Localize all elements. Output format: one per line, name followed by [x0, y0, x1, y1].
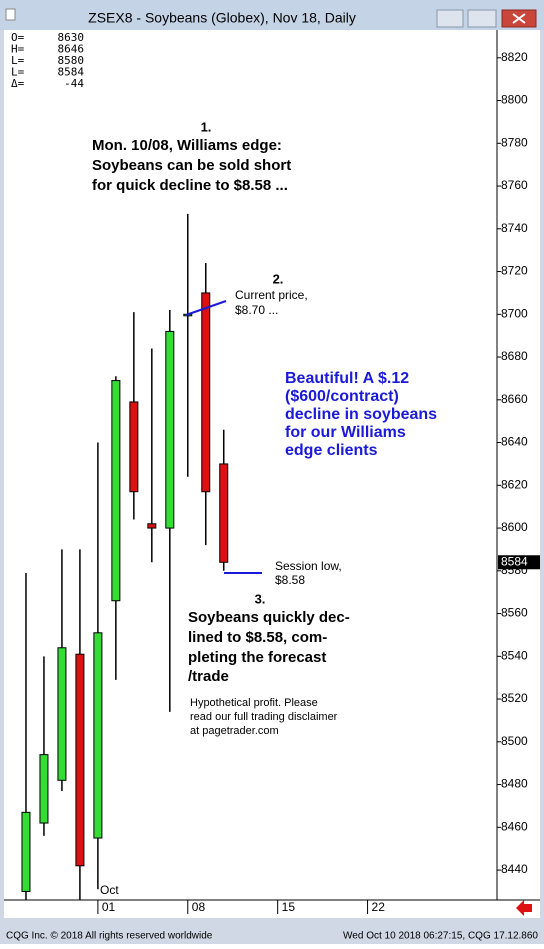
info-key: L=	[11, 54, 25, 67]
y-tick-label: 8700	[501, 306, 528, 320]
annotation-text: lined to $8.58, com-	[188, 629, 327, 646]
annotation-text: $8.58	[275, 573, 305, 587]
annotation-text: Soybeans can be sold short	[92, 157, 291, 174]
y-tick-label: 8480	[501, 777, 528, 791]
y-tick-label: 8740	[501, 221, 528, 235]
info-key: Δ=	[11, 77, 25, 90]
annotation-text: /trade	[188, 668, 229, 685]
info-key: L=	[11, 66, 25, 79]
annotation-number: 3.	[255, 591, 266, 606]
y-tick-label: 8640	[501, 435, 528, 449]
y-tick-label: 8620	[501, 477, 528, 491]
annotation-text: Soybeans quickly dec-	[188, 609, 350, 626]
annotation-text: $8.70 ...	[235, 303, 278, 317]
x-tick-label: 15	[282, 900, 296, 914]
y-tick-label: 8520	[501, 691, 528, 705]
minimize-button[interactable]	[436, 9, 464, 28]
candle-body	[201, 292, 211, 493]
annotation-number: 1.	[201, 119, 212, 134]
candle-body	[93, 632, 103, 839]
candle-body	[39, 754, 49, 824]
app-icon	[5, 8, 16, 21]
info-value: -44	[64, 77, 84, 90]
candle-body	[21, 811, 31, 892]
annotation-pointer	[185, 300, 227, 316]
candle-body	[165, 330, 175, 529]
highlight-text: for our Williams	[285, 424, 406, 441]
x-tick-label: 22	[372, 900, 386, 914]
last-price-box	[498, 555, 540, 570]
candle-body	[147, 523, 157, 529]
candle-body	[219, 463, 229, 563]
y-tick-label: 8440	[501, 862, 528, 876]
disclaimer: Hypothetical profit. Please	[190, 697, 318, 709]
info-key: O=	[11, 31, 25, 44]
x-axis-month: Oct	[100, 883, 119, 897]
info-value: 8584	[58, 66, 85, 79]
info-key: H=	[11, 43, 25, 56]
info-value: 8630	[58, 31, 85, 44]
y-tick-label: 8460	[501, 819, 528, 833]
y-tick-label: 8780	[501, 135, 528, 149]
disclaimer: at pagetrader.com	[190, 725, 279, 737]
annotation-text: Mon. 10/08, Williams edge:	[92, 137, 282, 154]
highlight-text: decline in soybeans	[285, 406, 437, 423]
footer-right: Wed Oct 10 2018 06:27:15, CQG 17.12.860	[343, 931, 538, 942]
footer-left: CQG Inc. © 2018 All rights reserved worl…	[6, 931, 213, 942]
candle-body	[57, 647, 67, 781]
highlight-text: Beautiful! A $.12	[285, 370, 409, 387]
scroll-arrow[interactable]	[516, 900, 532, 916]
candle-body	[129, 401, 139, 493]
last-price-label: 8584	[501, 554, 528, 568]
y-tick-label: 8720	[501, 264, 528, 278]
y-tick-label: 8500	[501, 734, 528, 748]
close-icon	[512, 13, 526, 24]
candle-body	[75, 653, 85, 867]
annotation-text: Current price,	[235, 288, 308, 302]
y-tick-label: 8600	[501, 520, 528, 534]
disclaimer: read our full trading disclaimer	[190, 711, 338, 723]
annotation-text: pleting the forecast	[188, 649, 326, 666]
y-tick-label: 8800	[501, 93, 528, 107]
candle-body	[111, 380, 121, 602]
y-tick-label: 8760	[501, 178, 528, 192]
y-tick-label: 8820	[501, 50, 528, 64]
y-tick-label: 8680	[501, 349, 528, 363]
highlight-text: edge clients	[285, 442, 378, 459]
highlight-text: ($600/contract)	[285, 388, 399, 405]
info-value: 8646	[58, 43, 85, 56]
y-tick-label: 8540	[501, 648, 528, 662]
annotation-text: for quick decline to $8.58 ...	[92, 177, 288, 194]
chart-area	[4, 30, 540, 918]
y-tick-label: 8560	[501, 606, 528, 620]
info-value: 8580	[58, 54, 85, 67]
x-tick-label: 08	[192, 900, 206, 914]
y-tick-label: 8660	[501, 392, 528, 406]
x-tick-label: 01	[102, 900, 116, 914]
annotation-text: Session low,	[275, 559, 342, 573]
maximize-button[interactable]	[467, 9, 497, 28]
window-title: ZSEX8 - Soybeans (Globex), Nov 18, Daily	[88, 10, 356, 26]
annotation-number: 2.	[273, 271, 284, 286]
